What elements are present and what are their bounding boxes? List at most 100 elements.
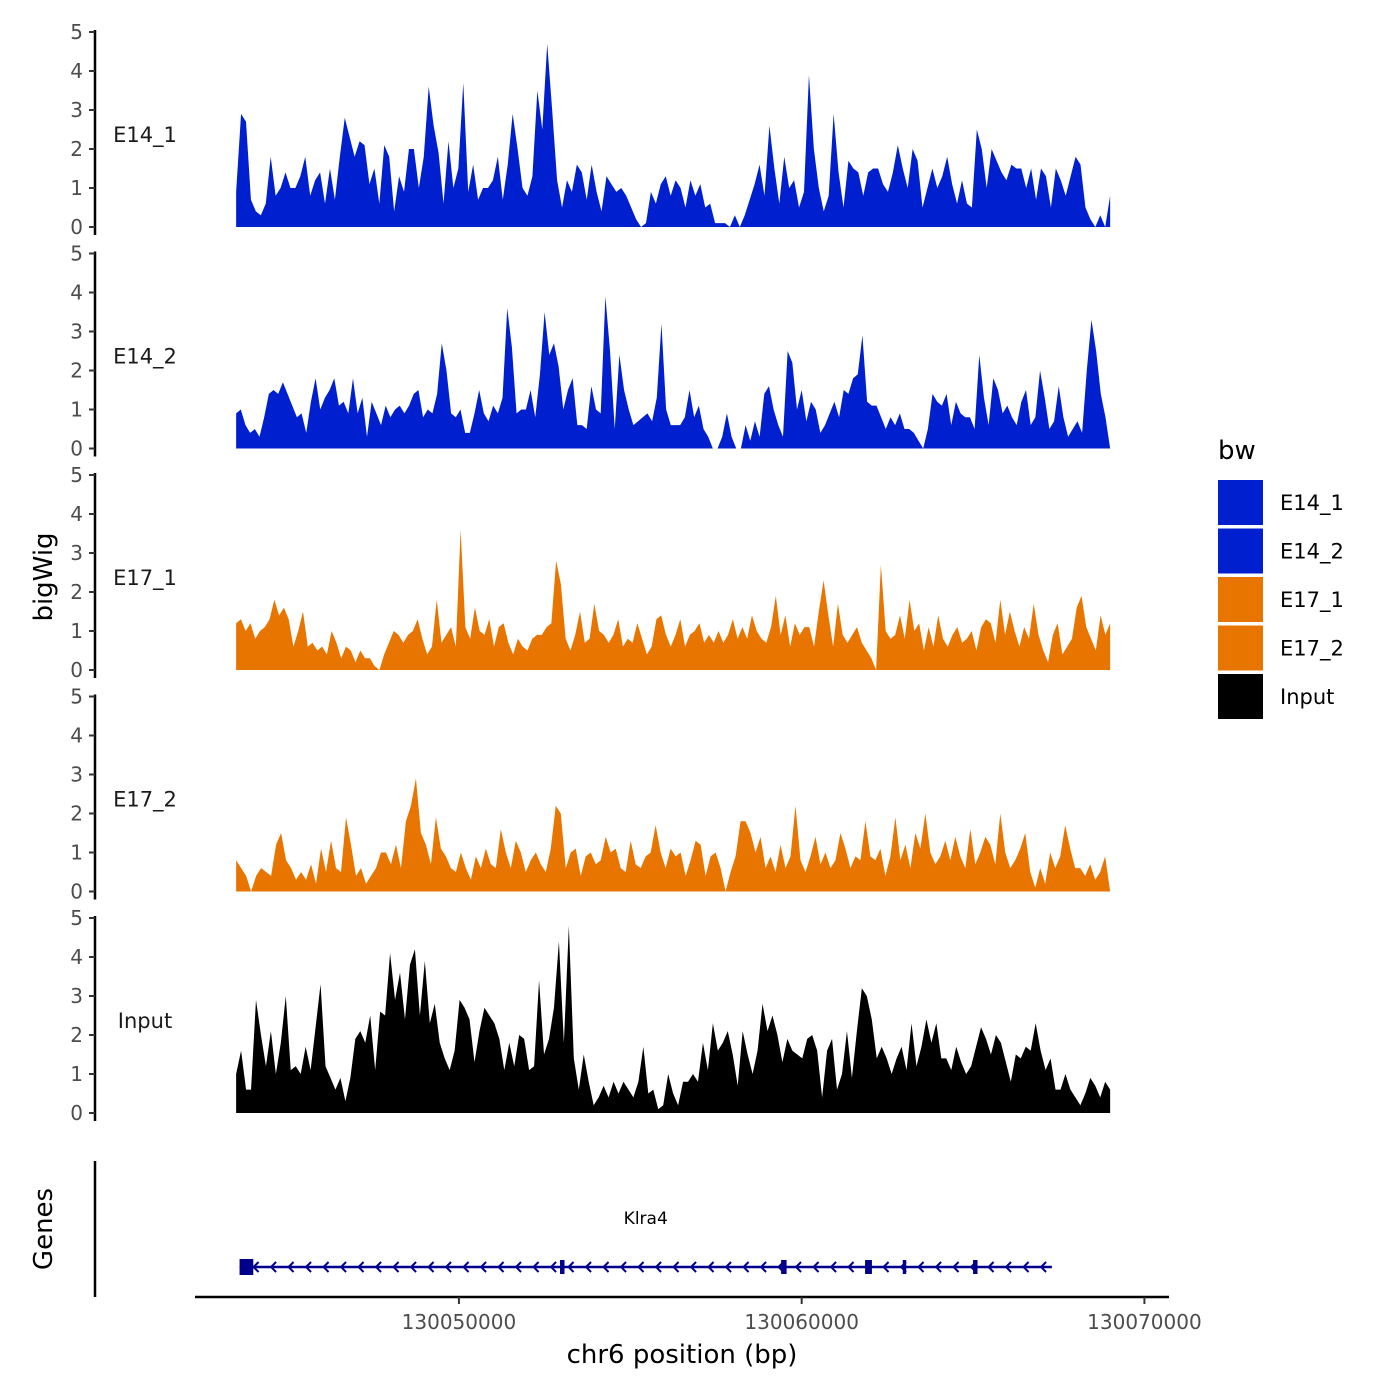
legend-swatch-E17_1 xyxy=(1218,577,1263,622)
genes-axis-title: Genes xyxy=(29,1188,59,1270)
gene-track: Klra4 xyxy=(93,1161,1052,1297)
legend-swatch-E14_1 xyxy=(1218,480,1263,525)
y-tick-label-E17_1-4: 4 xyxy=(70,502,83,526)
strand-chevron xyxy=(304,1261,312,1273)
strand-chevron xyxy=(742,1261,750,1273)
strand-chevron xyxy=(759,1261,767,1273)
strand-chevron xyxy=(654,1261,662,1273)
exon-4 xyxy=(865,1260,872,1274)
y-tick-label-E14_2-2: 2 xyxy=(70,359,83,383)
y-tick-label-E14_2-5: 5 xyxy=(70,242,83,266)
track-label-E14_1: E14_1 xyxy=(113,123,177,148)
legend-swatch-E14_2 xyxy=(1218,528,1263,574)
gene-label: Klra4 xyxy=(624,1209,668,1229)
y-tick-label-E14_1-2: 2 xyxy=(70,137,83,161)
y-axis-title: bigWig xyxy=(29,532,59,621)
exon-3 xyxy=(781,1260,787,1274)
x-tick-label-130060000: 130060000 xyxy=(744,1310,859,1334)
y-tick-label-E17_1-3: 3 xyxy=(70,541,83,565)
signal-area-E17_1 xyxy=(236,529,1111,670)
y-tick-label-E14_2-3: 3 xyxy=(70,320,83,344)
strand-chevron xyxy=(952,1261,960,1273)
strand-chevron xyxy=(1039,1261,1047,1273)
strand-chevron xyxy=(602,1261,610,1273)
strand-chevron xyxy=(1022,1261,1030,1273)
exon-2 xyxy=(560,1260,565,1274)
strand-chevron xyxy=(252,1261,260,1273)
strand-chevron xyxy=(497,1261,505,1273)
legend-swatch-Input xyxy=(1218,674,1263,719)
strand-chevron xyxy=(934,1261,942,1273)
x-axis: 130050000 130060000 130070000 xyxy=(195,1295,1202,1334)
y-tick-label-Input-5: 5 xyxy=(70,906,83,930)
strand-chevron xyxy=(444,1261,452,1273)
strand-chevron xyxy=(847,1261,855,1273)
strand-chevron xyxy=(829,1261,837,1273)
strand-chevron xyxy=(619,1261,627,1273)
strand-chevron xyxy=(567,1261,575,1273)
y-tick-label-E14_1-5: 5 xyxy=(70,20,83,44)
strand-chevron xyxy=(427,1261,435,1273)
strand-chevron xyxy=(357,1261,365,1273)
y-tick-label-E17_2-4: 4 xyxy=(70,724,83,748)
strand-chevron xyxy=(392,1261,400,1273)
y-tick-label-E17_2-0: 0 xyxy=(70,880,83,904)
strand-chevron xyxy=(514,1261,522,1273)
y-tick-label-E14_2-0: 0 xyxy=(70,437,83,461)
exon-1 xyxy=(239,1259,254,1275)
track-label-E17_2: E17_2 xyxy=(113,788,177,813)
y-tick-label-E14_1-4: 4 xyxy=(70,59,83,83)
legend-label-E14_1: E14_1 xyxy=(1280,491,1344,516)
legend: bw E14_1 E14_2 E17_1 E17_2 Input xyxy=(1218,436,1344,719)
y-tick-label-E14_1-0: 0 xyxy=(70,215,83,239)
strand-chevron xyxy=(462,1261,470,1273)
track-E17_1: 0 1 2 3 4 5 E17_1 xyxy=(70,463,1111,682)
x-tick-label-130070000: 130070000 xyxy=(1087,1310,1202,1334)
strand-chevron xyxy=(707,1261,715,1273)
y-tick-label-E17_2-1: 1 xyxy=(70,841,83,865)
strand-chevron xyxy=(812,1261,820,1273)
x-axis-title: chr6 position (bp) xyxy=(567,1340,798,1370)
strand-chevron xyxy=(794,1261,802,1273)
y-tick-label-Input-3: 3 xyxy=(70,984,83,1008)
strand-chevron xyxy=(689,1261,697,1273)
track-E14_1: 0 1 2 3 4 5 E14_1 xyxy=(70,20,1111,239)
y-tick-label-Input-2: 2 xyxy=(70,1023,83,1047)
strand-chevron xyxy=(322,1261,330,1273)
y-tick-label-E14_2-1: 1 xyxy=(70,398,83,422)
signal-area-E14_1 xyxy=(236,43,1111,228)
exon-5 xyxy=(902,1260,907,1274)
y-tick-label-Input-0: 0 xyxy=(70,1101,83,1125)
strand-chevron xyxy=(549,1261,557,1273)
y-tick-label-Input-1: 1 xyxy=(70,1062,83,1086)
strand-chevron xyxy=(584,1261,592,1273)
track-label-E14_2: E14_2 xyxy=(113,345,177,370)
legend-label-E17_1: E17_1 xyxy=(1280,588,1344,613)
y-tick-label-E17_1-2: 2 xyxy=(70,580,83,604)
strand-chevron xyxy=(339,1261,347,1273)
strand-chevron xyxy=(672,1261,680,1273)
y-tick-label-Input-4: 4 xyxy=(70,945,83,969)
track-label-E17_1: E17_1 xyxy=(113,566,177,591)
track-label-Input: Input xyxy=(118,1009,172,1033)
track-Input: 0 1 2 3 4 5 Input xyxy=(70,906,1111,1125)
strand-chevron xyxy=(479,1261,487,1273)
strand-chevron xyxy=(409,1261,417,1273)
y-tick-label-E17_2-2: 2 xyxy=(70,802,83,826)
strand-chevron xyxy=(882,1261,890,1273)
track-E14_2: 0 1 2 3 4 5 E14_2 xyxy=(70,242,1111,461)
y-tick-label-E14_1-3: 3 xyxy=(70,98,83,122)
legend-label-Input: Input xyxy=(1280,685,1334,709)
signal-area-E14_2 xyxy=(236,296,1111,449)
y-tick-label-E17_2-5: 5 xyxy=(70,685,83,709)
signal-area-Input xyxy=(236,925,1111,1113)
strand-chevron xyxy=(1004,1261,1012,1273)
strand-chevron xyxy=(637,1261,645,1273)
strand-chevron xyxy=(724,1261,732,1273)
tracks-layer: 0 1 2 3 4 5 E14_1 0 1 2 3 4 5 E14_2 0 1 2 3 4 5 E17_1 0 1 2 3 4 5 E… xyxy=(70,20,1111,1125)
strand-chevron xyxy=(269,1261,277,1273)
strand-chevron xyxy=(287,1261,295,1273)
exon-6 xyxy=(973,1260,978,1274)
y-tick-label-E17_1-0: 0 xyxy=(70,658,83,682)
